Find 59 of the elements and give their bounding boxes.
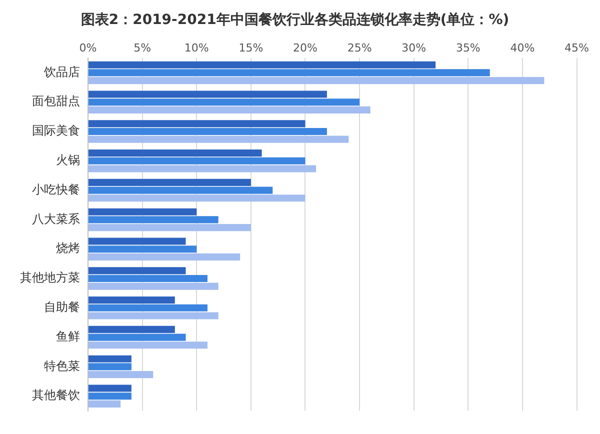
bar (88, 238, 186, 245)
bar (88, 304, 208, 312)
bar (88, 326, 175, 333)
bar (88, 282, 218, 290)
y-tick-label: 国际美食 (32, 124, 80, 138)
x-tick-label: 10% (184, 41, 209, 54)
y-tick-label: 火锅 (56, 153, 80, 168)
bar (88, 400, 121, 408)
bar (88, 296, 175, 304)
y-tick-label: 小吃快餐 (32, 182, 80, 196)
bar (88, 77, 544, 84)
bar (88, 253, 240, 260)
bar (88, 384, 132, 392)
bar (88, 106, 370, 114)
x-tick-label: 25% (347, 41, 372, 54)
bar (88, 69, 490, 76)
bar (88, 274, 208, 282)
bar (88, 61, 436, 68)
y-tick-label: 面包甜点 (32, 94, 80, 108)
bar (88, 208, 197, 216)
bar (88, 267, 186, 274)
y-tick-label: 特色菜 (44, 358, 80, 373)
x-tick-label: 35% (456, 41, 480, 54)
bar (88, 165, 316, 172)
x-tick-label: 0% (79, 41, 97, 54)
x-tick-label: 45% (564, 41, 589, 54)
x-tick-label: 15% (238, 41, 264, 54)
bar (88, 363, 132, 370)
bar (88, 90, 327, 98)
chart-title: 图表2：2019-2021年中国餐饮行业各类品连锁化率走势(单位：%) (80, 11, 510, 28)
bar (88, 186, 273, 194)
bar (88, 224, 251, 232)
y-tick-label: 鱼鲜 (56, 329, 80, 344)
bar (88, 150, 262, 157)
y-tick-label: 其他地方菜 (20, 270, 80, 285)
y-tick-label: 自助餐 (44, 300, 80, 314)
bar (88, 216, 218, 224)
y-tick-label: 八大菜系 (32, 212, 80, 226)
bar (88, 371, 154, 378)
y-tick-label: 其他餐饮 (32, 388, 80, 402)
bar (88, 342, 208, 349)
bar (88, 334, 186, 341)
bar (88, 136, 349, 143)
bar (88, 128, 327, 136)
bar (88, 246, 197, 253)
y-tick-label: 烧烤 (56, 241, 80, 256)
bar (88, 194, 306, 202)
bar (88, 98, 360, 106)
x-tick-label: 20% (293, 41, 318, 54)
bar (88, 392, 132, 400)
bar (88, 157, 306, 164)
bar (88, 120, 306, 128)
x-tick-label: 40% (510, 41, 535, 54)
x-tick-label: 5% (134, 41, 152, 54)
bar (88, 178, 251, 186)
x-tick-label: 30% (402, 41, 426, 54)
bar (88, 355, 132, 362)
bar (88, 312, 218, 320)
y-tick-label: 饮品店 (43, 64, 80, 79)
